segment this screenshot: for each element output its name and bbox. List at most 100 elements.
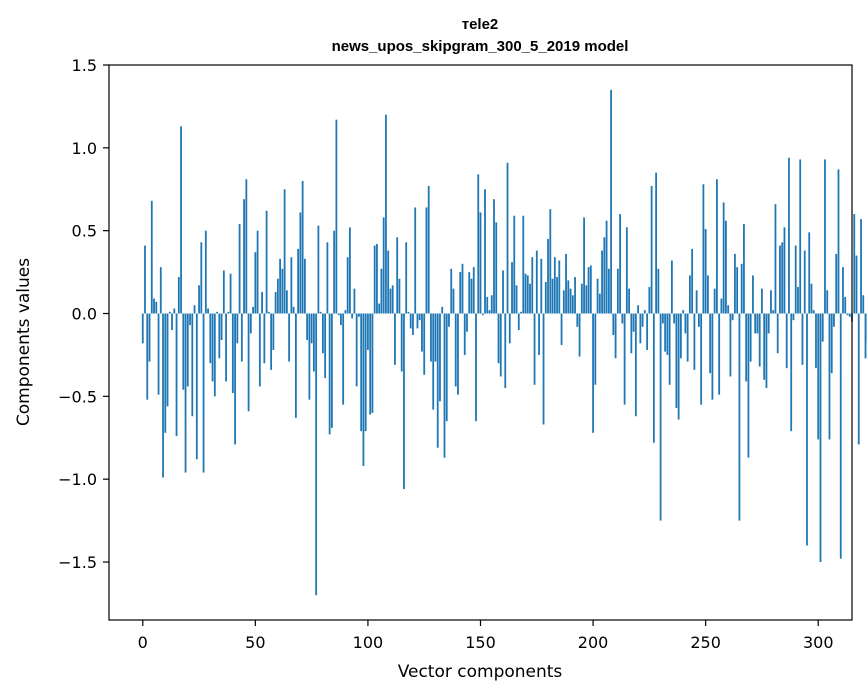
bar-100 — [367, 313, 369, 350]
bar-51 — [256, 230, 259, 314]
bar-173 — [531, 257, 534, 314]
bar-11 — [166, 313, 169, 407]
bar-193 — [576, 313, 579, 327]
bar-171 — [526, 275, 529, 314]
bar-103 — [373, 245, 376, 314]
bar-124 — [421, 313, 423, 352]
bar-2 — [146, 313, 149, 400]
bar-91 — [346, 257, 349, 314]
y-tick-label: −1.5 — [58, 553, 97, 572]
bar-217 — [630, 313, 633, 354]
bar-244 — [691, 248, 694, 314]
bar-68 — [294, 313, 297, 418]
bar-133 — [441, 306, 444, 314]
bar-252 — [709, 313, 712, 374]
bar-316 — [853, 214, 856, 314]
bar-285 — [783, 227, 786, 314]
bar-142 — [461, 263, 464, 314]
bar-17 — [180, 126, 182, 314]
bar-165 — [513, 215, 516, 314]
bar-13 — [171, 313, 173, 331]
bar-28 — [204, 230, 207, 314]
bar-78 — [317, 225, 320, 314]
bar-276 — [763, 313, 766, 380]
bar-10 — [164, 313, 167, 433]
bar-160 — [502, 270, 504, 314]
bar-164 — [511, 262, 513, 314]
bar-104 — [376, 243, 378, 314]
bar-84 — [331, 313, 333, 428]
bar-136 — [448, 313, 450, 327]
bar-239 — [679, 313, 682, 359]
bar-44 — [240, 313, 243, 362]
bar-261 — [729, 313, 732, 377]
bar-275 — [761, 288, 763, 314]
bar-184 — [556, 277, 558, 314]
bar-255 — [716, 179, 718, 314]
bar-168 — [520, 311, 522, 314]
bar-138 — [452, 288, 455, 314]
bar-123 — [418, 313, 421, 321]
bar-182 — [551, 278, 554, 314]
bar-137 — [450, 268, 453, 314]
bar-226 — [650, 185, 653, 314]
bar-4 — [150, 200, 153, 314]
bar-25 — [198, 285, 200, 314]
bar-307 — [833, 313, 835, 327]
bar-167 — [517, 313, 520, 331]
bar-40 — [231, 313, 234, 394]
bar-155 — [490, 295, 493, 314]
bar-33 — [216, 311, 218, 314]
bar-288 — [790, 313, 793, 432]
bar-256 — [718, 313, 721, 395]
bar-43 — [238, 224, 241, 314]
bar-185 — [558, 260, 561, 314]
bar-242 — [686, 313, 689, 362]
bar-9 — [162, 313, 164, 478]
bar-108 — [385, 114, 387, 314]
bar-65 — [288, 313, 291, 362]
bar-35 — [220, 313, 223, 341]
bar-208 — [610, 89, 612, 314]
bar-207 — [607, 268, 610, 314]
bar-202 — [596, 278, 599, 314]
bar-266 — [740, 263, 743, 314]
bar-231 — [661, 313, 664, 324]
bar-60 — [276, 278, 279, 314]
bar-127 — [427, 185, 430, 314]
bar-59 — [274, 291, 277, 314]
bar-295 — [806, 313, 808, 546]
bar-18 — [182, 313, 185, 390]
bar-262 — [731, 313, 734, 321]
bar-260 — [727, 305, 730, 314]
bar-214 — [623, 313, 626, 405]
bar-223 — [643, 310, 646, 314]
x-tick-label: 150 — [465, 633, 496, 652]
bar-169 — [522, 215, 525, 314]
bar-112 — [394, 313, 396, 365]
bar-143 — [463, 313, 466, 355]
bar-229 — [657, 268, 660, 314]
bar-126 — [425, 207, 428, 314]
bar-6 — [155, 301, 158, 314]
bar-257 — [720, 298, 723, 314]
bar-158 — [497, 313, 500, 364]
bar-113 — [396, 237, 399, 314]
bar-147 — [472, 267, 475, 314]
bar-305 — [828, 313, 831, 440]
x-axis-label: Vector components — [398, 662, 563, 682]
x-tick-label: 0 — [138, 633, 148, 652]
bar-321 — [864, 313, 867, 359]
bar-267 — [743, 224, 745, 314]
bar-176 — [538, 313, 540, 355]
bar-319 — [860, 219, 862, 314]
bar-297 — [810, 283, 813, 314]
chart-subtitle: news_upos_skipgram_300_5_2019 model — [332, 38, 629, 55]
bar-85 — [333, 230, 336, 314]
bar-236 — [673, 313, 676, 324]
bar-41 — [234, 313, 236, 445]
bar-1 — [144, 245, 146, 314]
bar-230 — [659, 313, 662, 521]
plot-frame — [108, 64, 853, 621]
bar-250 — [704, 229, 707, 314]
